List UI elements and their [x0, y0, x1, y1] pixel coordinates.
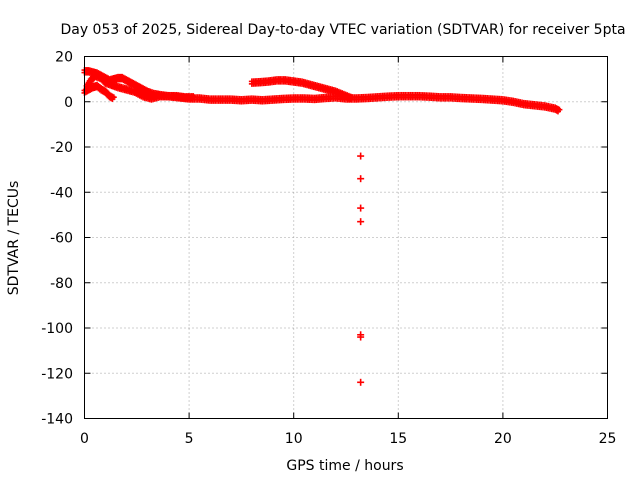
- data-points: [81, 67, 563, 386]
- y-tick-label: 0: [64, 95, 73, 111]
- chart-title: Day 053 of 2025, Sidereal Day-to-day VTE…: [60, 22, 625, 38]
- data-point: [357, 175, 365, 183]
- y-tick-label: -20: [50, 140, 73, 156]
- y-tick-label: -80: [50, 276, 73, 292]
- y-tick-label: -60: [50, 231, 73, 247]
- data-point: [357, 333, 365, 341]
- y-axis-label: SDTVAR / TECUs: [6, 181, 22, 296]
- x-tick-label: 10: [285, 431, 303, 447]
- x-tick-label: 15: [389, 431, 407, 447]
- data-point: [190, 93, 197, 100]
- grid-layer: [84, 56, 608, 419]
- axis-ticks: 0 5 10 15 20 25 20 0 -20 -40 -60 -80 -100 -120 -140: [41, 50, 616, 448]
- x-tick-label: 20: [494, 431, 512, 447]
- data-point: [357, 218, 365, 226]
- x-axis-label: GPS time / hours: [286, 458, 403, 474]
- y-tick-label: -40: [50, 185, 73, 201]
- data-point: [110, 94, 117, 101]
- data-point: [357, 378, 365, 386]
- data-point: [357, 204, 365, 212]
- y-tick-label: 20: [55, 50, 73, 66]
- y-tick-label: -120: [41, 366, 73, 382]
- x-tick-label: 5: [185, 431, 194, 447]
- data-point: [349, 94, 356, 101]
- y-tick-label: -140: [41, 412, 73, 428]
- y-tick-label: -100: [41, 321, 73, 337]
- data-point: [556, 106, 563, 113]
- data-point: [357, 152, 365, 160]
- x-tick-label: 25: [599, 431, 617, 447]
- x-tick-label: 0: [80, 431, 89, 447]
